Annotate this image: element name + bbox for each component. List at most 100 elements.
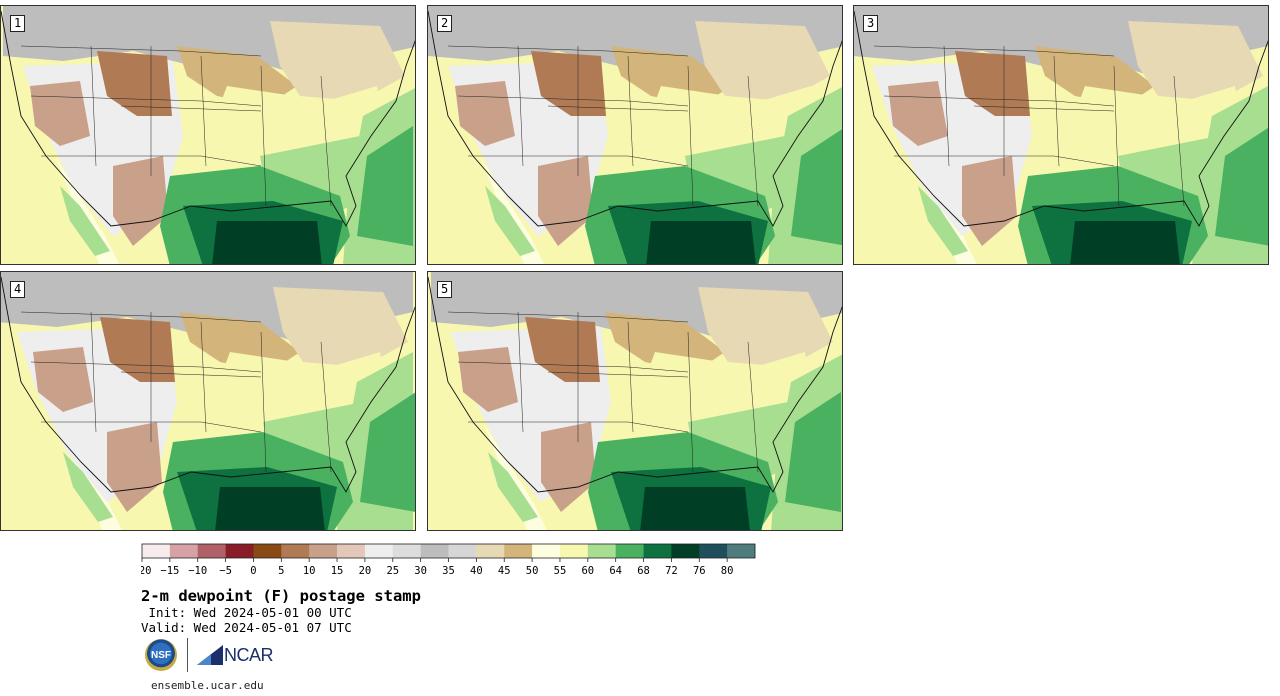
state-border xyxy=(943,45,950,167)
logo-divider xyxy=(187,638,188,672)
dewpoint-map xyxy=(1,6,415,264)
tan-plains xyxy=(180,312,300,372)
ocean-mexico-west xyxy=(483,422,547,530)
panel-number: 2 xyxy=(437,15,453,32)
state-border xyxy=(627,55,634,167)
coastline xyxy=(1,10,415,227)
colorbar-tick-label: 0 xyxy=(250,565,256,577)
colorbar-swatch xyxy=(587,544,616,558)
state-border xyxy=(1113,65,1120,207)
baja-green xyxy=(63,452,113,522)
great-lakes-tan xyxy=(270,21,405,101)
panel-number: 5 xyxy=(437,281,453,298)
nsf-logo: NSF xyxy=(145,639,177,671)
state-border xyxy=(1053,55,1060,167)
map-panel-1: 1 xyxy=(0,5,416,265)
map-panel-3: 3 xyxy=(853,5,1269,265)
baja-green xyxy=(485,186,535,256)
state-border xyxy=(447,311,689,323)
colorbar-swatch xyxy=(420,544,449,558)
state-border xyxy=(457,95,689,107)
ncar-logo: NCAR xyxy=(197,645,274,666)
dewpoint-map xyxy=(854,6,1268,264)
colorbar-tick-label: 25 xyxy=(386,565,399,577)
ocean-pacific xyxy=(1,116,97,264)
great-lakes-tan xyxy=(1128,21,1263,101)
title-block: 2-m dewpoint (F) postage stamp Init: Wed… xyxy=(141,587,421,635)
ocean-pacific xyxy=(1,382,100,530)
colorbar-swatch xyxy=(615,544,644,558)
coastline xyxy=(1,276,415,493)
state-border xyxy=(20,311,262,323)
logos: NSF NCAR xyxy=(145,638,274,672)
colorbar-swatch xyxy=(142,544,171,558)
colorbar-tick-label: −5 xyxy=(219,565,232,577)
ocean-mexico-west xyxy=(55,156,119,264)
state-border xyxy=(20,45,262,57)
dewpoint-map xyxy=(1,272,415,530)
dewpoint-colorbar: −20 −15 −10 −5 0 5 10 15 20 25 30 35 40 45 50 55 60 64 68 7… xyxy=(141,543,756,577)
colorbar-swatch xyxy=(253,544,282,558)
atlantic-mid-green xyxy=(791,129,842,246)
ocean-mexico-west xyxy=(480,156,544,264)
state-border xyxy=(320,341,332,473)
coastline xyxy=(854,10,1268,227)
state-border xyxy=(883,95,1115,107)
colorbar-swatch xyxy=(559,544,589,558)
colorbar-tick-label: 68 xyxy=(637,565,650,577)
ncar-mark-icon xyxy=(197,645,223,665)
great-lakes-tan xyxy=(698,287,833,367)
panel-number: 1 xyxy=(10,15,26,32)
colorbar-swatch xyxy=(281,544,310,558)
colorbar-tick-label: 35 xyxy=(442,565,455,577)
colorbar-swatch xyxy=(727,544,756,558)
map-panel-4: 4 xyxy=(0,271,416,531)
state-border xyxy=(894,155,1115,167)
site-url: ensemble.ucar.edu xyxy=(151,679,264,692)
colorbar-swatch xyxy=(197,544,226,558)
colorbar-swatch xyxy=(392,544,421,558)
atlantic-mid-green xyxy=(357,126,413,246)
gulf-darkest xyxy=(646,221,756,264)
colorbar-tick-label: −10 xyxy=(188,565,207,577)
colorbar-tick-label: 80 xyxy=(721,565,734,577)
colorbar-tick-label: 40 xyxy=(470,565,483,577)
state-border xyxy=(260,331,267,473)
coastline xyxy=(428,10,842,227)
gulf-darkest xyxy=(640,487,750,530)
colorbar-swatch xyxy=(309,544,338,558)
baja-green xyxy=(488,452,538,522)
state-border xyxy=(457,361,689,373)
state-border xyxy=(1173,75,1185,207)
state-border xyxy=(41,421,262,433)
chart-title: 2-m dewpoint (F) postage stamp xyxy=(141,587,421,605)
panel-number: 4 xyxy=(10,281,26,298)
state-border xyxy=(30,361,262,373)
gulf-darkest xyxy=(1070,221,1180,264)
colorbar-tick-label: 15 xyxy=(331,565,344,577)
colorbar-swatch xyxy=(504,544,533,558)
colorbar-tick-label: 76 xyxy=(693,565,706,577)
colorbar-swatch xyxy=(699,544,728,558)
atlantic-mid-green xyxy=(1215,127,1268,246)
atlantic-mid-green xyxy=(360,392,415,512)
state-border xyxy=(468,155,689,167)
southwest-brown xyxy=(538,156,593,246)
state-border xyxy=(747,341,759,473)
ocean-pacific xyxy=(855,116,955,264)
state-border xyxy=(90,45,97,167)
state-border xyxy=(320,75,332,207)
state-border xyxy=(120,105,262,112)
gulf-darkest xyxy=(215,487,325,530)
colorbar-tick-label: 30 xyxy=(414,565,427,577)
colorbar-tick-label: 45 xyxy=(498,565,511,577)
init-time: Init: Wed 2024-05-01 00 UTC xyxy=(141,605,352,620)
colorbar-swatch xyxy=(364,544,394,558)
tan-plains xyxy=(611,46,731,106)
state-border xyxy=(260,65,267,207)
colorbar-tick-label: −15 xyxy=(160,565,179,577)
tan-plains xyxy=(177,46,297,106)
state-border xyxy=(30,95,262,107)
colorbar-tick-label: 10 xyxy=(303,565,316,577)
state-border xyxy=(973,105,1115,112)
